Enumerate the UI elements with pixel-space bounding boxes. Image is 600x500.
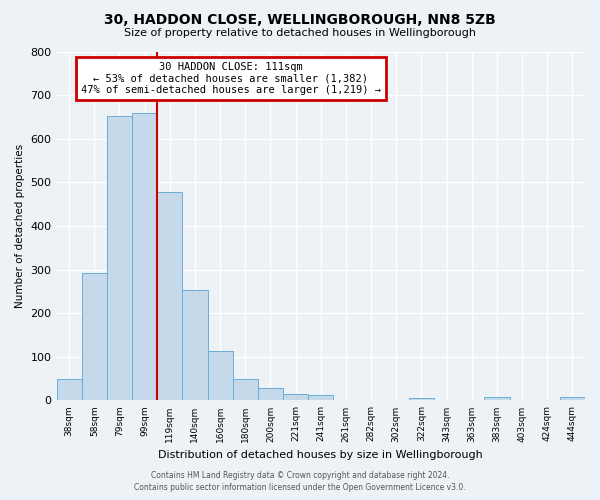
- Bar: [82, 273, 107, 400]
- Bar: [208, 351, 233, 401]
- Bar: [283, 394, 308, 400]
- Bar: [107, 116, 132, 401]
- Text: Contains HM Land Registry data © Crown copyright and database right 2024.
Contai: Contains HM Land Registry data © Crown c…: [134, 471, 466, 492]
- Bar: [258, 388, 283, 400]
- Bar: [484, 397, 509, 400]
- Bar: [56, 380, 82, 400]
- Bar: [157, 192, 182, 400]
- Bar: [182, 290, 208, 401]
- X-axis label: Distribution of detached houses by size in Wellingborough: Distribution of detached houses by size …: [158, 450, 483, 460]
- Text: 30 HADDON CLOSE: 111sqm
← 53% of detached houses are smaller (1,382)
47% of semi: 30 HADDON CLOSE: 111sqm ← 53% of detache…: [81, 62, 381, 95]
- Bar: [560, 397, 585, 400]
- Bar: [409, 398, 434, 400]
- Y-axis label: Number of detached properties: Number of detached properties: [15, 144, 25, 308]
- Bar: [233, 378, 258, 400]
- Text: 30, HADDON CLOSE, WELLINGBOROUGH, NN8 5ZB: 30, HADDON CLOSE, WELLINGBOROUGH, NN8 5Z…: [104, 12, 496, 26]
- Bar: [132, 112, 157, 401]
- Bar: [308, 395, 334, 400]
- Text: Size of property relative to detached houses in Wellingborough: Size of property relative to detached ho…: [124, 28, 476, 38]
